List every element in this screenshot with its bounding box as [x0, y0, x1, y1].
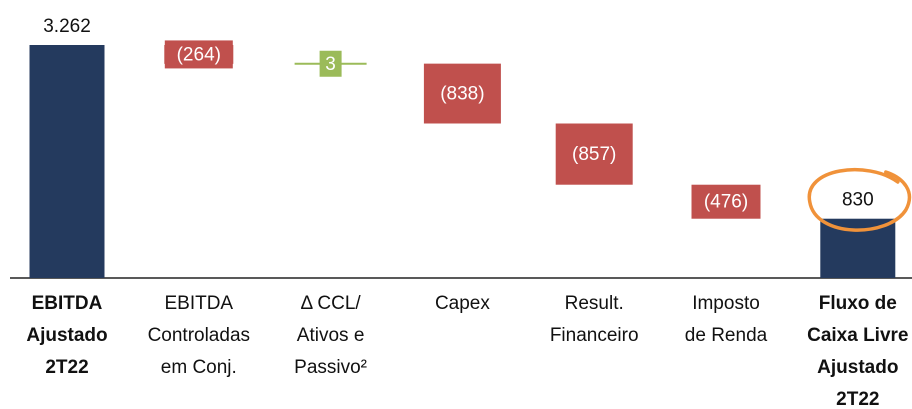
- x-tick-label: 2T22: [836, 389, 879, 409]
- x-tick-label: 2T22: [45, 357, 88, 378]
- x-tick-label: Fluxo de: [819, 293, 897, 314]
- bar: [555, 123, 633, 185]
- x-tick-label: Passivo²: [294, 357, 367, 378]
- bar: [423, 63, 501, 124]
- x-tick-label: Result.: [565, 293, 624, 314]
- value-label: (264): [177, 44, 221, 65]
- label-box: [319, 50, 342, 77]
- value-label: 830: [842, 190, 874, 211]
- x-tick-label: Caixa Livre: [807, 325, 908, 346]
- bar: [820, 218, 896, 278]
- x-tick-label: Ajustado: [817, 357, 898, 378]
- value-label: (476): [704, 192, 748, 213]
- x-tick-label: Ativos e: [297, 325, 365, 346]
- x-tick-label: de Renda: [685, 325, 768, 346]
- x-tick-label: Δ CCL/: [300, 293, 361, 314]
- label-box: [164, 40, 233, 69]
- value-label: (857): [572, 144, 616, 165]
- highlight-circle: [807, 168, 912, 232]
- x-tick-label: Controladas: [148, 325, 250, 346]
- bar: [29, 45, 105, 278]
- x-tick-label: EBITDA: [32, 293, 103, 314]
- bar: [691, 184, 761, 219]
- x-tick-label: Imposto: [692, 293, 760, 314]
- value-label: 3: [325, 54, 336, 75]
- x-tick-label: EBITDA: [164, 293, 233, 314]
- x-tick-label: Financeiro: [550, 325, 639, 346]
- x-tick-label: Ajustado: [26, 325, 107, 346]
- value-label: (838): [440, 84, 484, 105]
- x-tick-label: em Conj.: [161, 357, 237, 378]
- value-label: 3.262: [43, 16, 91, 37]
- x-tick-label: Capex: [435, 293, 490, 314]
